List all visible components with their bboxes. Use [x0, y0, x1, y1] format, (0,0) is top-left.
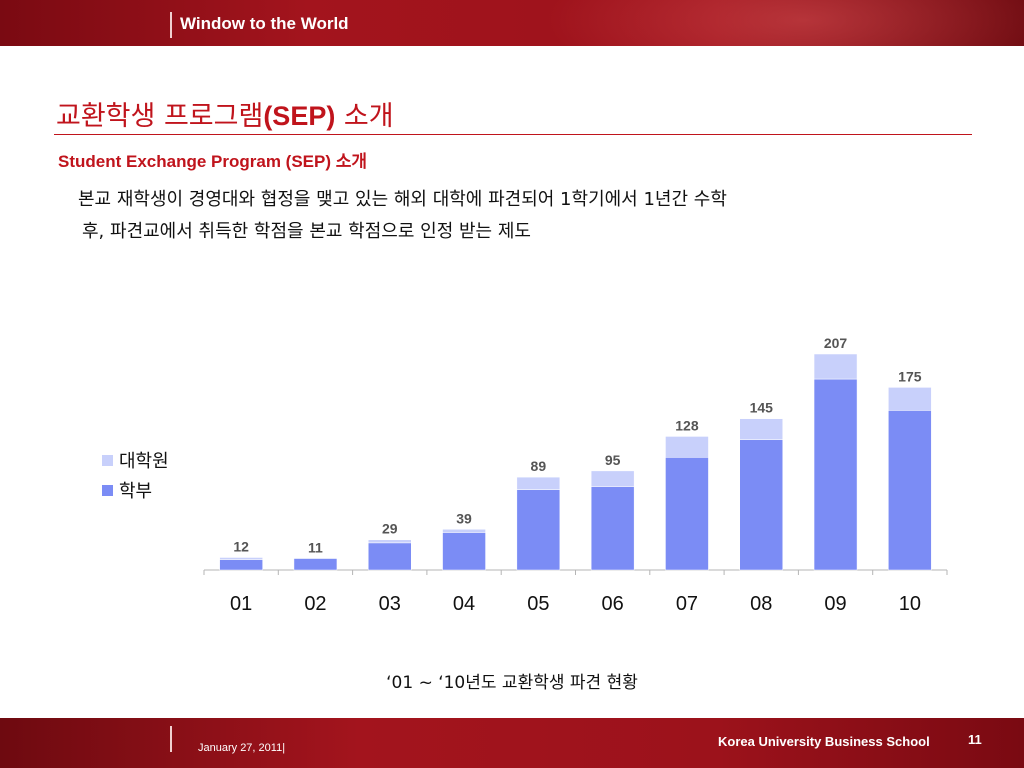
bar-segment-graduate [368, 539, 412, 544]
bar-segment-graduate [442, 529, 486, 533]
footer-bar: January 27, 2011| Korea University Busin… [0, 718, 1024, 768]
title-underline [54, 134, 972, 135]
bar-segment-undergraduate [590, 486, 635, 571]
x-tick-label: 07 [676, 593, 698, 615]
bar-total-label: 39 [456, 510, 472, 526]
bar-segment-graduate [888, 387, 932, 411]
bar-total-label: 95 [605, 452, 621, 468]
legend-swatch-graduate [102, 454, 113, 466]
page-number: 11 [968, 732, 982, 747]
bar-segment-undergraduate [442, 532, 486, 571]
slide-title-suffix: 소개 [335, 101, 394, 132]
header-brand: Window to the World [180, 14, 349, 33]
bar-segment-graduate [590, 470, 635, 487]
bar-segment-undergraduate [368, 542, 412, 571]
x-tick-label: 08 [750, 593, 772, 615]
legend-label-graduate: 대학원 [119, 451, 169, 472]
legend-item-undergraduate: 학부 [102, 475, 169, 505]
bar-segment-undergraduate [739, 439, 783, 571]
x-tick-label: 06 [602, 593, 624, 615]
bar-total-label: 145 [750, 400, 774, 416]
chart-caption: ‘01 ~ ‘10년도 교환학생 파견 현황 [386, 673, 638, 693]
bar-segment-graduate [739, 418, 783, 440]
footer-date: January 27, 2011| [198, 742, 286, 754]
bar-total-label: 12 [233, 538, 249, 554]
x-tick-label: 09 [824, 593, 846, 615]
x-tick-label: 01 [230, 593, 252, 615]
bar-segment-graduate [219, 557, 263, 560]
bar-segment-graduate [813, 353, 858, 380]
bar-total-label: 128 [675, 417, 699, 433]
footer-divider [170, 726, 172, 752]
bar-total-label: 207 [824, 335, 848, 351]
program-description: 본교 재학생이 경영대와 협정을 맺고 있는 해외 대학에 파견되어 1학기에서… [78, 184, 958, 248]
description-line-1: 본교 재학생이 경영대와 협정을 맺고 있는 해외 대학에 파견되어 1학기에서… [78, 189, 727, 210]
description-line-2: 후, 파견교에서 취득한 학점을 본교 학점으로 인정 받는 제도 [82, 221, 531, 242]
header-divider [170, 12, 172, 38]
bar-segment-undergraduate [219, 559, 263, 571]
bar-segment-undergraduate [516, 489, 561, 571]
bar-total-label: 29 [382, 521, 398, 537]
bar-segment-undergraduate [813, 378, 858, 571]
slide-title-abbr: (SEP) [263, 101, 336, 131]
x-tick-label: 04 [453, 593, 475, 615]
header-highlight [544, 0, 1024, 46]
legend-swatch-undergraduate [102, 484, 113, 496]
bar-total-label: 89 [531, 458, 547, 474]
bar-total-label: 11 [308, 540, 323, 556]
x-tick-label: 05 [527, 593, 549, 615]
x-tick-label: 10 [899, 593, 921, 615]
slide-subtitle-korean: 소개 [331, 152, 368, 171]
x-tick-label: 03 [379, 593, 401, 615]
legend-label-undergraduate: 학부 [119, 481, 153, 502]
legend-item-graduate: 대학원 [102, 445, 169, 475]
bar-segment-graduate [516, 476, 561, 490]
chart-legend: 대학원 학부 [102, 445, 169, 505]
slide-subtitle-english: Student Exchange Program (SEP) [58, 152, 331, 171]
bar-segment-undergraduate [888, 410, 932, 571]
slide-title-korean: 교환학생 프로그램 [56, 101, 264, 132]
bar-total-label: 175 [898, 368, 922, 384]
x-tick-label: 02 [304, 593, 326, 615]
bar-segment-undergraduate [293, 558, 338, 571]
bar-segment-undergraduate [665, 457, 709, 571]
header-bar: Window to the World [0, 0, 1024, 46]
slide-subtitle: Student Exchange Program (SEP) 소개 [58, 147, 367, 172]
slide-title: 교환학생 프로그램(SEP) 소개 [56, 94, 394, 133]
bar-segment-graduate [665, 436, 709, 458]
footer-school-name: Korea University Business School [718, 734, 930, 749]
